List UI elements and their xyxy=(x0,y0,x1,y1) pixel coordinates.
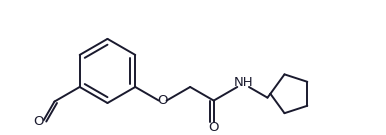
Text: NH: NH xyxy=(233,76,253,89)
Text: O: O xyxy=(208,121,219,134)
Text: O: O xyxy=(157,94,168,107)
Text: O: O xyxy=(34,114,44,128)
